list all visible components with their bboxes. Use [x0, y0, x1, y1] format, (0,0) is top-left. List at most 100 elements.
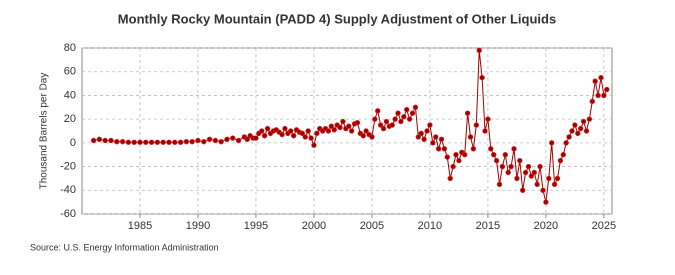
y-tick-label: -60 — [60, 208, 76, 220]
y-axis-label: Thousand Barrels per Day — [39, 73, 50, 190]
data-point — [598, 74, 604, 81]
data-point — [560, 152, 566, 158]
data-point — [383, 118, 390, 125]
x-tick-label: 2020 — [534, 220, 558, 232]
x-tick-label: 1985 — [128, 220, 152, 232]
data-point — [261, 133, 268, 139]
data-point — [160, 139, 166, 145]
data-point — [447, 175, 453, 182]
data-point — [148, 139, 155, 145]
data-point — [583, 128, 590, 134]
data-point — [125, 139, 132, 145]
data-point — [427, 122, 433, 128]
data-point — [577, 125, 584, 132]
data-point — [372, 116, 378, 122]
data-point — [540, 187, 546, 193]
data-point — [464, 110, 471, 116]
data-point — [119, 138, 126, 145]
data-point — [433, 134, 439, 140]
data-point — [604, 86, 610, 93]
data-point — [453, 152, 459, 158]
data-point — [235, 137, 242, 144]
data-point — [476, 47, 482, 54]
x-tick-label: 2005 — [360, 220, 384, 232]
data-point — [462, 152, 468, 158]
data-point — [493, 157, 500, 164]
data-point — [340, 118, 346, 125]
data-point — [406, 116, 413, 122]
data-point — [522, 169, 529, 176]
data-point — [575, 130, 581, 137]
data-point — [456, 157, 462, 164]
data-point — [363, 128, 369, 134]
data-point — [412, 104, 419, 110]
data-point — [369, 134, 375, 140]
data-point — [389, 122, 395, 128]
data-point — [499, 163, 506, 170]
data-point — [485, 116, 491, 122]
data-point — [572, 122, 578, 128]
y-tick-label: 0 — [70, 137, 76, 149]
data-point — [586, 116, 593, 122]
data-point — [166, 139, 172, 145]
data-point — [299, 130, 306, 137]
data-point — [409, 110, 416, 116]
data-point — [346, 123, 352, 129]
data-point — [279, 131, 285, 138]
data-point — [102, 137, 108, 144]
data-point — [282, 125, 288, 132]
data-point — [377, 122, 384, 128]
data-point — [398, 118, 404, 125]
data-point — [360, 133, 366, 139]
data-point — [502, 152, 509, 158]
data-point — [505, 169, 511, 176]
data-point — [195, 137, 201, 144]
data-point — [218, 138, 224, 145]
data-point — [415, 134, 422, 140]
data-point — [348, 128, 355, 134]
data-point — [308, 135, 314, 141]
data-point — [354, 119, 361, 126]
chart-title: Monthly Rocky Mountain (PADD 4) Supply A… — [118, 11, 556, 26]
data-point — [154, 139, 161, 145]
data-point — [172, 139, 178, 145]
y-tick-label: 20 — [64, 113, 76, 125]
data-point — [520, 187, 526, 193]
data-point — [470, 146, 477, 152]
data-point — [566, 134, 572, 140]
data-point — [337, 124, 343, 131]
data-point — [537, 163, 543, 170]
data-point — [488, 146, 494, 152]
data-point — [331, 127, 337, 133]
y-tick-label: -40 — [60, 184, 76, 196]
data-point — [438, 136, 445, 143]
data-point — [592, 78, 598, 84]
data-point — [288, 128, 294, 134]
source-note: Source: U.S. Energy Information Administ… — [30, 242, 219, 252]
data-point — [302, 134, 308, 140]
data-point — [580, 118, 587, 125]
data-point — [430, 140, 436, 146]
data-point — [589, 98, 595, 105]
data-point — [189, 138, 195, 145]
x-tick-label: 2000 — [302, 220, 326, 232]
data-point — [508, 163, 514, 170]
data-point — [491, 152, 497, 158]
data-point — [392, 116, 398, 122]
data-point — [230, 135, 236, 141]
data-point — [548, 140, 555, 146]
data-point — [514, 175, 520, 182]
data-point — [563, 140, 569, 146]
data-point — [534, 181, 540, 188]
data-point — [177, 139, 184, 145]
x-tick-label: 1995 — [244, 220, 268, 232]
x-tick-label: 2025 — [592, 220, 616, 232]
x-tick-label: 2010 — [418, 220, 442, 232]
data-point — [201, 138, 207, 145]
data-point — [114, 138, 120, 145]
data-point — [96, 136, 103, 143]
data-point — [528, 173, 535, 179]
data-point — [380, 125, 387, 132]
